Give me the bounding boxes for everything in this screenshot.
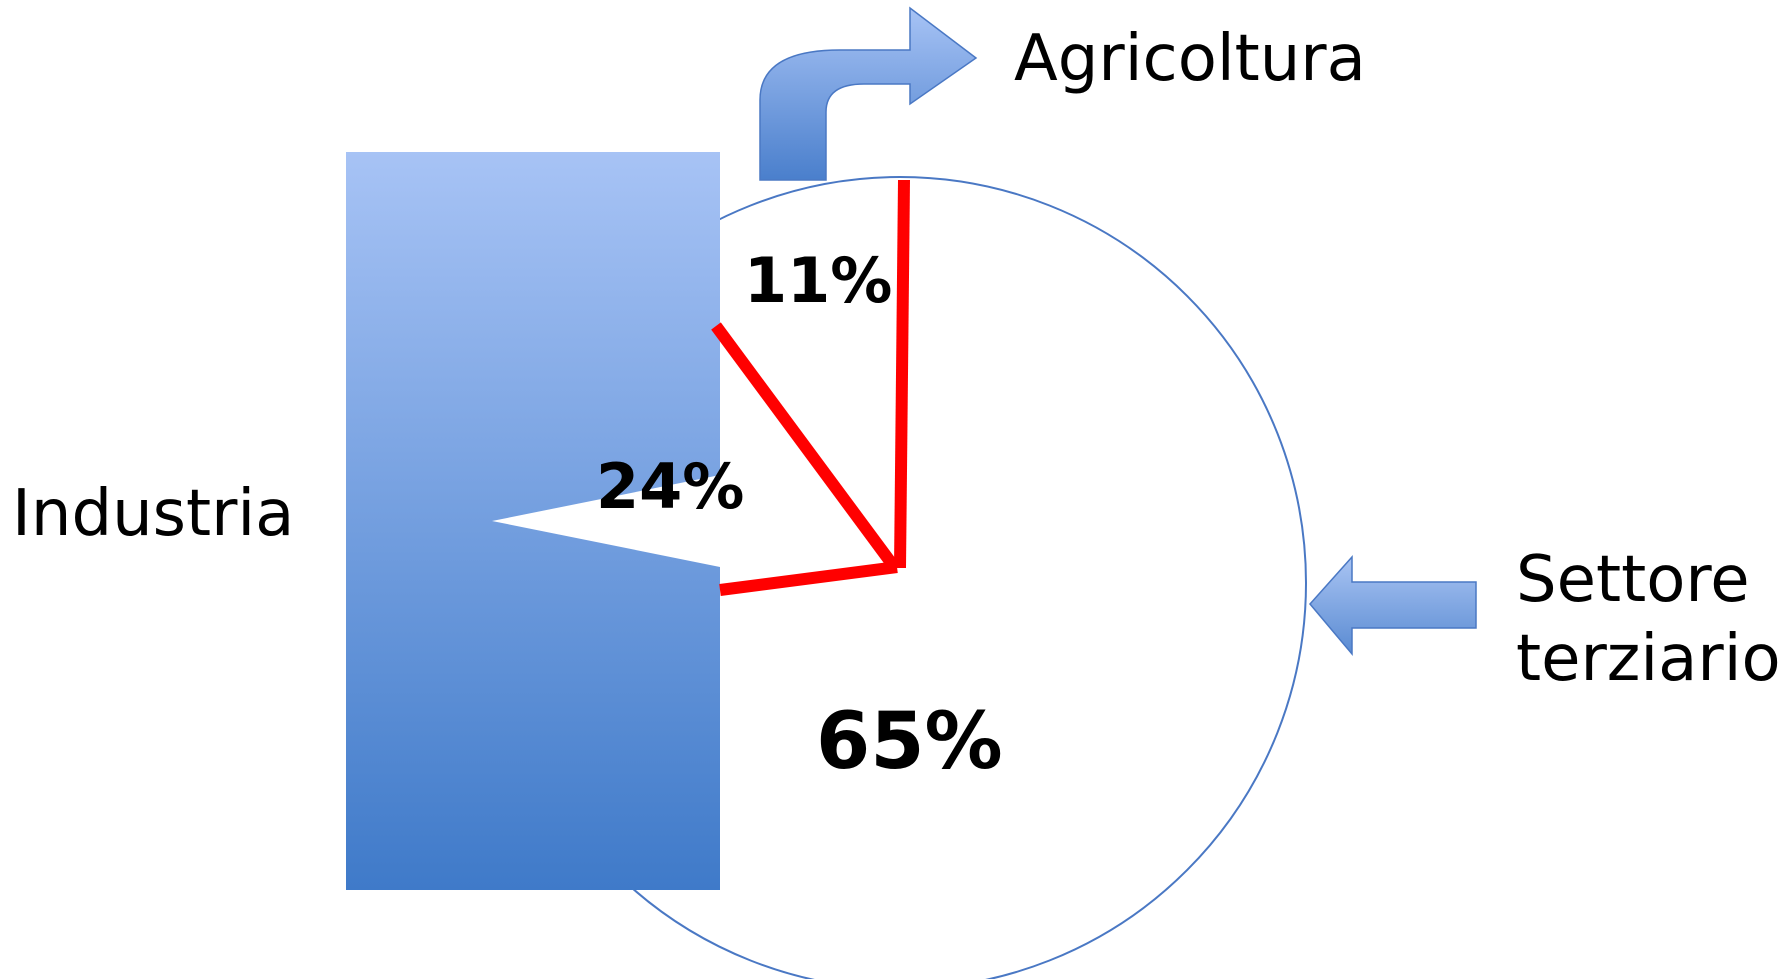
label-terziario-line2: terziario bbox=[1516, 622, 1781, 696]
pct-label-industria: 24% bbox=[596, 450, 744, 523]
left-arrow-icon bbox=[1309, 555, 1477, 657]
pct-label-terziario: 65% bbox=[816, 697, 1003, 787]
label-industria: Industria bbox=[12, 477, 294, 551]
curved-up-right-arrow-icon bbox=[759, 6, 978, 181]
divider-line-upper-left bbox=[711, 322, 900, 572]
pie-divider-lines bbox=[711, 179, 910, 596]
pct-label-agricoltura: 11% bbox=[744, 244, 892, 317]
label-terziario-line1: Settore bbox=[1516, 543, 1750, 617]
divider-line-lower-left bbox=[719, 561, 898, 596]
industria-wedge-notch bbox=[492, 475, 720, 567]
divider-line-top bbox=[894, 179, 910, 569]
label-agricoltura: Agricoltura bbox=[1014, 22, 1366, 96]
